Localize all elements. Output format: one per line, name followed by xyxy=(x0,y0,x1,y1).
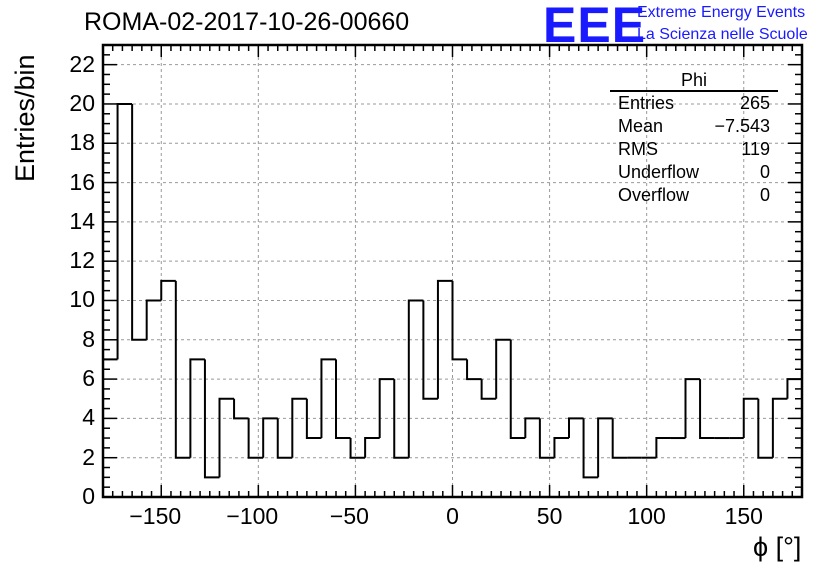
y-tick-label: 4 xyxy=(82,404,95,431)
x-tick-label: −50 xyxy=(329,503,369,529)
histogram-bin xyxy=(393,379,409,459)
histogram-bin xyxy=(174,280,191,459)
histogram-bin xyxy=(378,378,395,439)
y-tick-label: 10 xyxy=(69,286,95,313)
histogram-bin xyxy=(699,379,715,440)
stats-value: 0 xyxy=(759,162,770,182)
histogram-bin xyxy=(276,418,293,459)
histogram-bin xyxy=(786,378,802,399)
histogram-bin xyxy=(422,300,438,400)
histogram-bin xyxy=(582,418,599,479)
stats-box: Phi Entries 265 Mean −7.543 RMS 119 Unde… xyxy=(610,70,778,207)
stats-box-title: Phi xyxy=(610,70,778,92)
histogram-bin xyxy=(291,397,307,458)
histogram-bin xyxy=(568,417,584,439)
histogram-bin xyxy=(116,102,133,360)
stats-label: Overflow xyxy=(618,185,690,205)
x-tick-label: 50 xyxy=(536,503,563,529)
histogram-bin xyxy=(597,417,613,478)
histogram-bin xyxy=(655,437,671,458)
stats-row-overflow: Overflow 0 xyxy=(610,184,778,207)
histogram-bin xyxy=(160,279,176,301)
stats-value: 0 xyxy=(759,185,770,205)
histogram-bin xyxy=(509,339,526,440)
histogram-bin xyxy=(538,418,555,459)
histogram-bin xyxy=(684,378,701,439)
y-tick-label: 18 xyxy=(69,129,95,156)
y-tick-label: 0 xyxy=(82,483,95,509)
stats-label: Entries xyxy=(618,93,675,113)
stats-row-mean: Mean −7.543 xyxy=(610,115,778,138)
logo-line-2: La Scienza nelle Scuole xyxy=(637,26,808,43)
y-tick-label: 16 xyxy=(69,168,95,195)
chart-title: ROMA-02-2017-10-26-00660 xyxy=(84,8,410,36)
histogram-bin xyxy=(407,299,424,458)
histogram-bin xyxy=(305,398,322,440)
plot-frame xyxy=(101,43,804,499)
histogram-bin xyxy=(611,418,628,459)
stats-value: 119 xyxy=(741,139,770,159)
histogram-bin xyxy=(364,437,380,458)
histogram-bin xyxy=(466,359,482,381)
histogram-bin xyxy=(436,279,453,399)
histogram-bin xyxy=(553,437,569,458)
stats-label: RMS xyxy=(618,139,658,159)
histogram-bin xyxy=(771,397,788,458)
histogram-bin xyxy=(742,397,759,439)
y-tick-label: 22 xyxy=(69,50,95,77)
histogram-bin xyxy=(335,359,351,440)
x-tick-label: −100 xyxy=(226,503,279,529)
y-tick-label: 8 xyxy=(82,325,95,352)
stats-row-rms: RMS 119 xyxy=(610,138,778,161)
histogram-bin xyxy=(131,103,147,341)
x-tick-label: 100 xyxy=(627,503,666,529)
histogram-bin xyxy=(524,417,540,439)
histogram-bin xyxy=(218,397,235,478)
histogram-bin xyxy=(349,438,366,459)
stats-value: 265 xyxy=(739,93,770,113)
histogram-bin xyxy=(233,398,249,420)
histogram-bin xyxy=(247,418,264,459)
histogram-bin xyxy=(189,358,205,458)
stats-row-entries: Entries 265 xyxy=(610,92,778,115)
stats-value: −7.543 xyxy=(714,116,770,136)
histogram-bin xyxy=(145,299,162,340)
stats-label: Underflow xyxy=(618,162,700,182)
histogram-bin xyxy=(262,417,278,458)
x-axis-label: ϕ [°] xyxy=(753,532,802,562)
stats-label: Mean xyxy=(618,116,664,136)
y-tick-label: 20 xyxy=(69,89,95,116)
histogram-bin xyxy=(451,280,468,361)
logo-line-1: Extreme Energy Events xyxy=(637,4,806,21)
x-tick-label: 150 xyxy=(724,503,763,529)
histogram-bin xyxy=(320,358,336,439)
histogram-bin xyxy=(757,398,773,459)
x-tick-label: 0 xyxy=(446,503,459,529)
histogram-bin xyxy=(203,359,220,479)
stats-row-underflow: Underflow 0 xyxy=(610,161,778,184)
histogram-bin xyxy=(495,338,511,399)
x-tick-label: −150 xyxy=(129,503,182,529)
histogram-bin xyxy=(480,379,497,400)
y-tick-label: 12 xyxy=(69,247,95,274)
y-tick-label: 14 xyxy=(69,207,95,234)
y-tick-label: 2 xyxy=(82,443,95,470)
y-tick-label: 6 xyxy=(82,365,95,392)
